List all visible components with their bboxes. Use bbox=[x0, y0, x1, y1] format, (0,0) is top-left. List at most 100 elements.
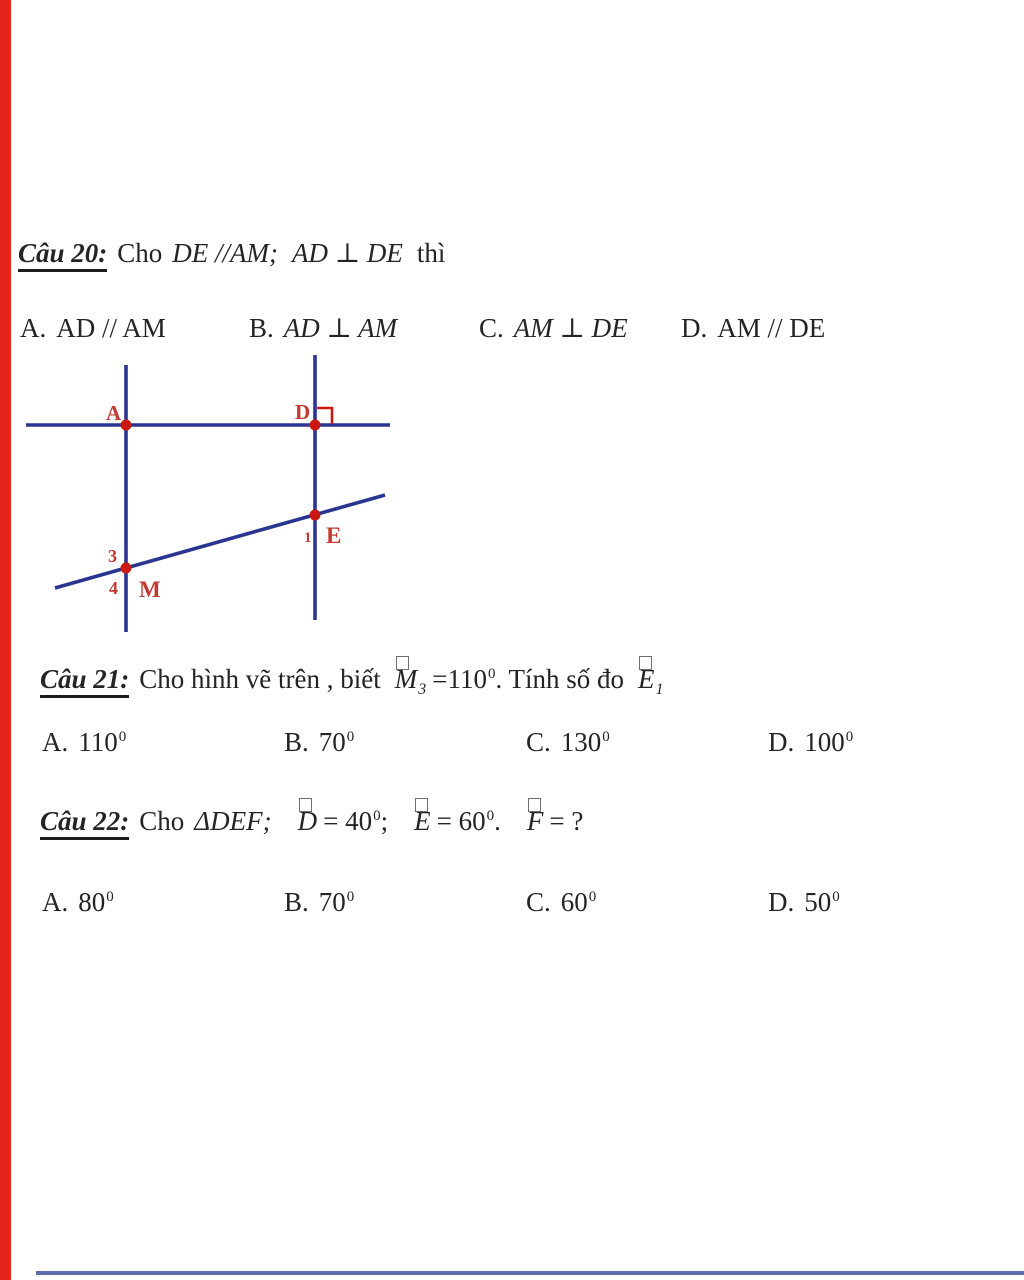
option-letter: B. bbox=[284, 887, 309, 917]
q21-option-a: A. 1100 bbox=[42, 726, 126, 758]
angle-E1: E1 bbox=[638, 656, 664, 699]
q22-option-c: C. 600 bbox=[526, 886, 596, 918]
equals-value: = 40 bbox=[323, 806, 373, 836]
angle-D: D bbox=[298, 798, 317, 839]
degree-sup: 0 bbox=[346, 889, 355, 905]
q22-label-colon: : bbox=[120, 806, 130, 836]
angle-D-equation: D = 400; bbox=[298, 798, 389, 839]
option-letter: A. bbox=[42, 887, 69, 917]
q20-option-d: D. AM // DE bbox=[681, 312, 825, 344]
option-letter: C. bbox=[479, 313, 504, 343]
option-value: 100 bbox=[804, 727, 845, 757]
angle-hat-icon bbox=[527, 798, 541, 812]
angle-hat-icon bbox=[395, 656, 409, 670]
point-E bbox=[309, 509, 321, 521]
equals-value: = ? bbox=[549, 806, 584, 836]
q20-math-de-am: DE //AM; bbox=[172, 238, 279, 268]
angle-F-equation: F = ? bbox=[526, 798, 584, 839]
geometry-diagram: A D E 1 3 4 M bbox=[26, 355, 390, 632]
degree-sup: 0 bbox=[602, 729, 610, 745]
label-angle-4: 4 bbox=[109, 578, 118, 598]
option-value: 70 bbox=[318, 727, 346, 757]
option-letter: B. bbox=[284, 727, 309, 757]
degree-sup: 0 bbox=[118, 729, 127, 745]
angle-E-equation: E = 600. bbox=[414, 798, 501, 839]
angle-hat-icon bbox=[415, 798, 429, 812]
right-angle-mark-icon bbox=[317, 406, 334, 424]
label-M: M bbox=[139, 577, 161, 602]
angle-E: E bbox=[414, 798, 431, 839]
q22-triangle-def: ΔDEF; bbox=[194, 806, 272, 836]
q20-heading: Câu 20: Cho DE //AM; AD ⊥ DE thì bbox=[18, 237, 445, 272]
degree-sup: 0 bbox=[346, 729, 355, 745]
option-letter: A. bbox=[42, 727, 69, 757]
degree-sup: 0 bbox=[588, 889, 597, 905]
option-letter: A. bbox=[20, 313, 47, 343]
label-A: A bbox=[106, 401, 122, 425]
option-letter: B. bbox=[249, 313, 274, 343]
degree-sup: 0 bbox=[487, 666, 496, 682]
q22-label-text: Câu 22 bbox=[40, 806, 121, 836]
option-text: AD ⊥ AM bbox=[283, 313, 398, 343]
q21-heading: Câu 21: Cho hình vẽ trên , biết M3 =1100. T… bbox=[40, 656, 664, 699]
option-value: 60 bbox=[560, 887, 588, 917]
q21-option-b: B. 700 bbox=[284, 726, 354, 758]
angle-hat-icon bbox=[298, 798, 312, 812]
punctuation: ; bbox=[380, 806, 389, 836]
point-M bbox=[120, 562, 132, 574]
option-value: 110 bbox=[78, 727, 118, 757]
option-text: AM ⊥ DE bbox=[513, 313, 628, 343]
label-angle-1: 1 bbox=[304, 530, 312, 546]
label-angle-3: 3 bbox=[108, 546, 117, 566]
angle-F: F bbox=[526, 798, 544, 839]
q20-cho: Cho bbox=[117, 238, 163, 268]
option-letter: C. bbox=[526, 727, 551, 757]
angle-letter: M bbox=[394, 664, 418, 694]
q20-math-ad-de: AD ⊥ DE bbox=[292, 238, 403, 268]
degree-sup: 0 bbox=[486, 808, 495, 824]
angle-M3: M3 bbox=[394, 656, 427, 699]
angle-letter: E bbox=[638, 664, 655, 694]
q21-text2: . Tính số đo bbox=[495, 664, 624, 694]
angle-subscript: 3 bbox=[418, 681, 427, 699]
degree-sup: 0 bbox=[373, 808, 381, 824]
equals-value: = 60 bbox=[436, 806, 486, 836]
angle-letter: F bbox=[526, 806, 544, 836]
q20-label-colon: : bbox=[98, 238, 108, 268]
option-value: 130 bbox=[560, 727, 602, 757]
option-text: AM // DE bbox=[717, 313, 826, 343]
degree-sup: 0 bbox=[845, 729, 854, 745]
q22-option-b: B. 700 bbox=[284, 886, 354, 918]
q22-option-a: A. 800 bbox=[42, 886, 114, 918]
q21-option-c: C. 1300 bbox=[526, 726, 610, 758]
option-text: AD // AM bbox=[56, 313, 166, 343]
q20-option-c: C. AM ⊥ DE bbox=[479, 312, 628, 344]
q20-label-text: Câu 20 bbox=[18, 238, 99, 268]
angle-letter: E bbox=[414, 806, 431, 836]
label-E: E bbox=[326, 523, 341, 548]
option-value: 70 bbox=[318, 887, 346, 917]
q20-option-b: B. AD ⊥ AM bbox=[249, 312, 397, 344]
q20-label: Câu 20: bbox=[18, 238, 108, 272]
degree-sup: 0 bbox=[106, 889, 114, 905]
equals-value: =110 bbox=[432, 664, 487, 694]
angle-subscript: 1 bbox=[655, 681, 664, 699]
point-A bbox=[120, 419, 132, 431]
option-letter: D. bbox=[768, 887, 795, 917]
left-edge-red-stripe bbox=[0, 0, 11, 1280]
option-letter: D. bbox=[768, 727, 795, 757]
q22-cho: Cho bbox=[139, 806, 185, 836]
option-letter: D. bbox=[681, 313, 708, 343]
q22-heading: Câu 22: Cho ΔDEF; D = 400; E = 600. F = ? bbox=[40, 798, 584, 840]
q22-option-d: D. 500 bbox=[768, 886, 840, 918]
q21-label: Câu 21: bbox=[40, 664, 130, 698]
option-value: 80 bbox=[78, 887, 106, 917]
q21-text1: Cho hình vẽ trên , biết bbox=[139, 664, 381, 694]
q20-option-a: A. AD // AM bbox=[20, 312, 166, 344]
angle-hat-icon bbox=[639, 656, 652, 670]
option-value: 50 bbox=[804, 887, 832, 917]
q21-label-colon: : bbox=[120, 664, 130, 694]
point-D bbox=[309, 419, 321, 431]
bottom-edge-line bbox=[36, 1271, 1024, 1275]
